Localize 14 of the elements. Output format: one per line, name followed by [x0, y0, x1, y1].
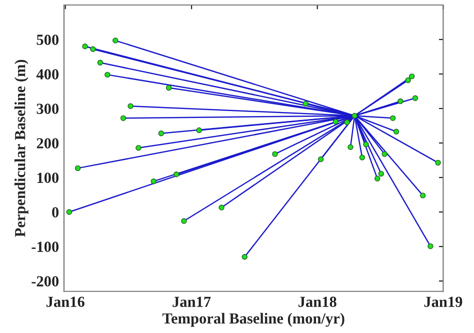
y-tick-label: -200	[32, 276, 59, 286]
y-tick-label: 0	[52, 207, 59, 218]
x-tick-label: Jan16	[46, 296, 84, 307]
y-tick-label: 100	[37, 172, 59, 183]
x-tick-label: Jan18	[298, 296, 336, 307]
x-tick-label: Jan17	[172, 296, 211, 307]
y-tick-label: 200	[36, 138, 59, 148]
y-tick-label: -100	[32, 242, 59, 252]
y-tick-label: 500	[36, 34, 59, 45]
x-tick-label: Jan19	[424, 296, 462, 307]
y-tick-label: 400	[36, 69, 59, 80]
y-tick-label: 300	[36, 104, 59, 114]
y-axis-title: Perpendicular Baseline (m)	[14, 60, 28, 237]
x-axis-title: Temporal Baseline (mon/yr)	[162, 312, 344, 327]
